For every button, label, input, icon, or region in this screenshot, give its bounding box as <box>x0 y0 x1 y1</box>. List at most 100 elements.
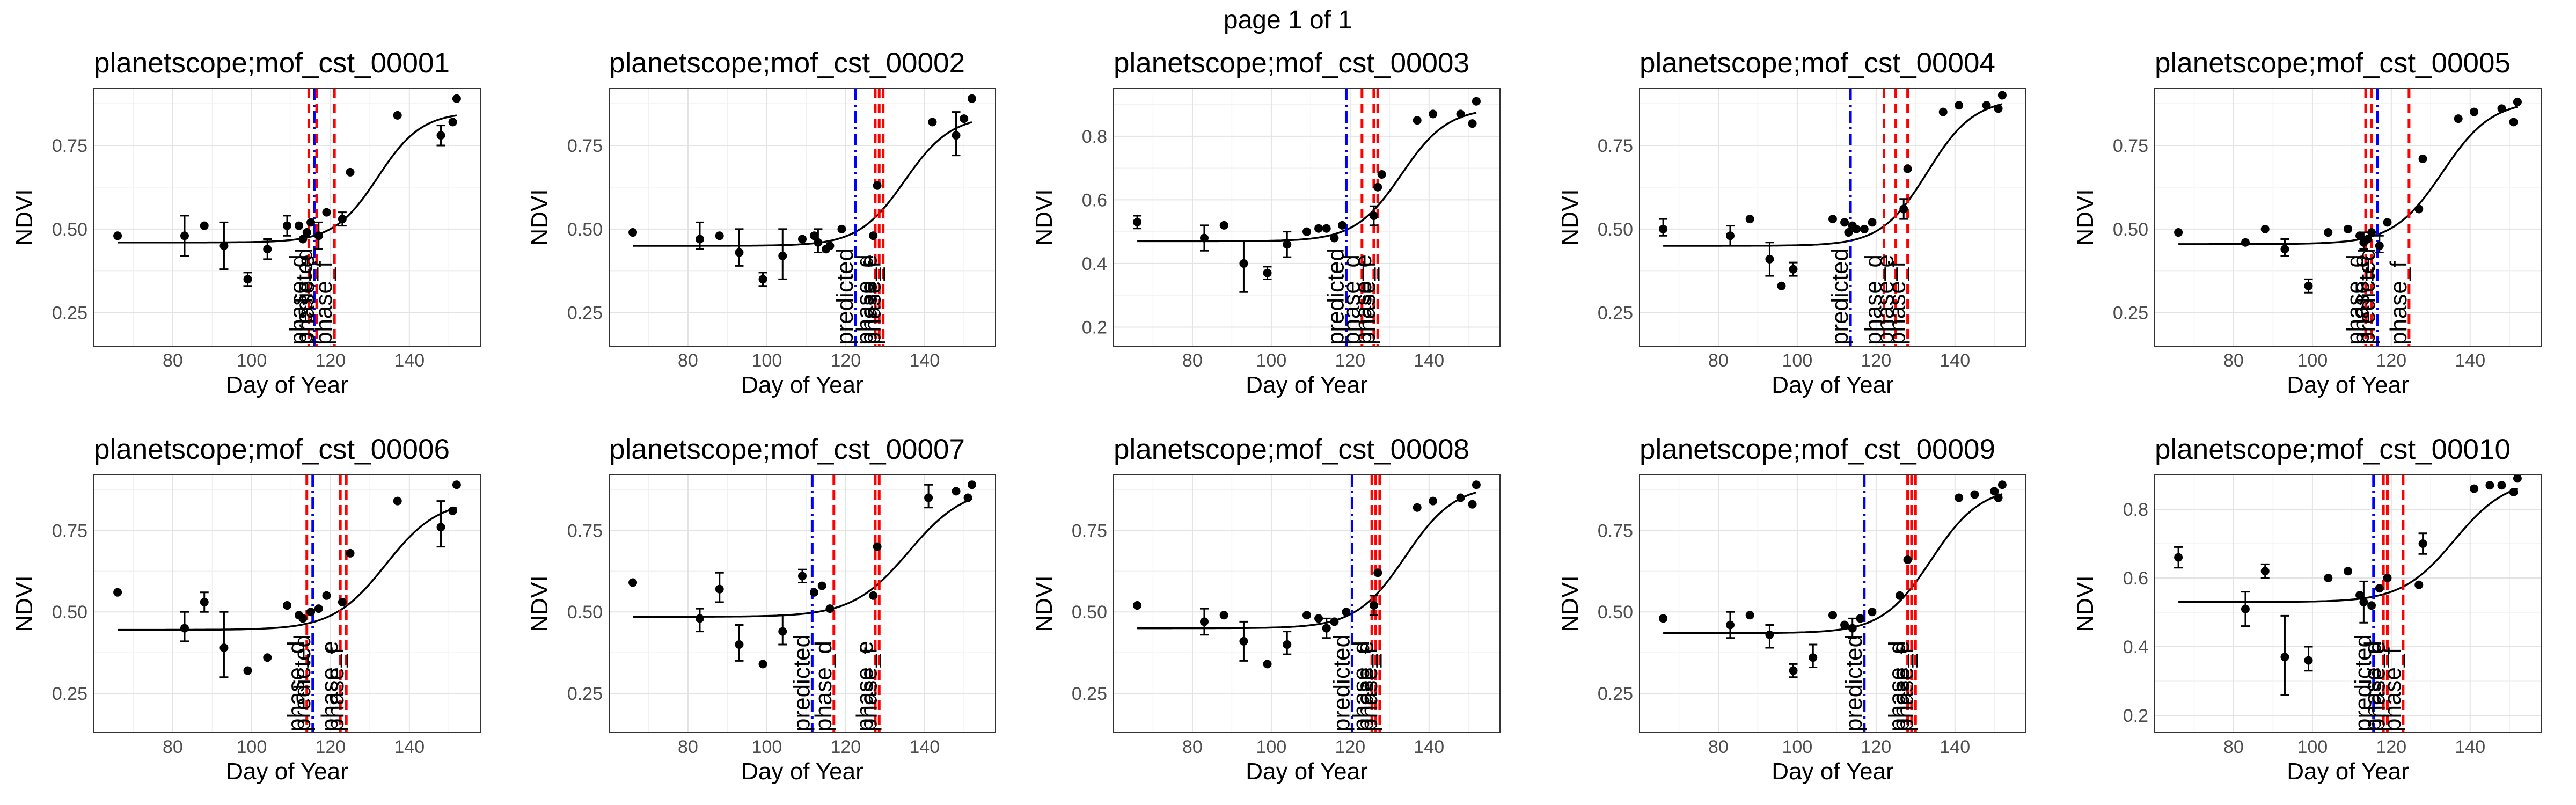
x-tick-label: 140 <box>1940 737 1970 757</box>
x-tick-label: 80 <box>2223 350 2244 371</box>
x-tick-label: 100 <box>1256 350 1287 371</box>
vline-label: predicted <box>2354 248 2380 345</box>
data-point <box>200 597 209 606</box>
data-point <box>1659 224 1668 233</box>
data-point <box>1938 107 1948 116</box>
data-point <box>1994 104 2003 113</box>
data-point <box>873 542 882 551</box>
data-point <box>1765 254 1774 264</box>
y-tick-label: 0.50 <box>52 219 87 240</box>
data-point <box>338 597 347 606</box>
chart-panel-8: 80 100 120 140 0.25 0.50 0.75 Day of Year NDVI pl… <box>1031 434 1501 785</box>
data-point <box>1322 624 1331 633</box>
x-tick-label: 140 <box>1414 737 1444 757</box>
x-axis-label: Day of Year <box>226 372 348 398</box>
data-point <box>2509 488 2518 496</box>
data-point <box>1199 617 1209 626</box>
data-point <box>1997 480 2007 489</box>
data-point <box>393 496 402 506</box>
chart-title: planetscope;mof_cst_00008 <box>1114 434 1469 465</box>
panel-border <box>2154 88 2542 347</box>
chart-panel-6: 80 100 120 140 0.25 0.50 0.75 Day of Year NDVI pl… <box>11 434 481 785</box>
vline-label: phase_f <box>2380 647 2406 731</box>
panel-border <box>1113 474 1501 733</box>
data-point <box>869 231 878 240</box>
vline-label: phase_f <box>2385 261 2412 345</box>
vline-label: phase_e <box>855 254 882 345</box>
vline-label: predicted <box>2350 634 2376 731</box>
data-point <box>2355 231 2365 240</box>
chart-title: planetscope;mof_cst_00001 <box>94 47 450 79</box>
data-point <box>817 581 826 590</box>
x-tick-label: 100 <box>1782 350 1813 371</box>
y-tick-label: 0.50 <box>52 602 87 623</box>
vline-label: phase_d <box>1338 254 1365 345</box>
data-point <box>1868 218 1877 227</box>
data-point <box>810 588 819 597</box>
data-point <box>2383 574 2392 582</box>
x-tick-label: 120 <box>1861 350 1891 371</box>
vline-label: phase_f <box>855 647 882 731</box>
data-point <box>436 523 445 532</box>
data-point <box>322 208 331 217</box>
data-point <box>1369 601 1378 610</box>
data-point <box>1283 640 1292 649</box>
data-point <box>1852 224 1861 233</box>
data-point <box>219 643 229 653</box>
data-point <box>695 235 704 244</box>
data-point <box>1302 227 1311 236</box>
vline-label: phase_f <box>860 261 886 345</box>
y-tick-label: 0.75 <box>567 521 603 541</box>
x-tick-label: 140 <box>2455 350 2485 371</box>
data-point <box>1789 265 1798 274</box>
data-point <box>1283 240 1292 249</box>
x-tick-label: 80 <box>1708 350 1729 371</box>
data-point <box>1899 204 1908 214</box>
data-point <box>1330 617 1339 626</box>
data-point <box>1809 653 1818 662</box>
data-point <box>1314 224 1323 233</box>
x-tick-label: 100 <box>237 350 267 371</box>
data-point <box>2454 114 2463 123</box>
y-tick-label: 0.75 <box>567 136 603 156</box>
fitted-curve <box>2178 106 2518 245</box>
x-tick-label: 140 <box>394 737 425 757</box>
vline-label: phase_e <box>1888 641 1914 731</box>
data-point <box>1725 231 1735 240</box>
x-tick-label: 140 <box>2455 737 2485 757</box>
data-point <box>837 224 846 233</box>
data-point <box>2241 604 2250 613</box>
data-point <box>2363 235 2372 244</box>
data-point <box>263 245 272 254</box>
chart-panel-3: 80 100 120 140 0.2 0.4 0.6 0.8 Day of Year NDVI pl… <box>1031 47 1501 398</box>
x-tick-label: 120 <box>315 350 346 371</box>
data-point <box>180 624 189 633</box>
data-point <box>1844 228 1853 237</box>
data-point <box>2241 238 2250 247</box>
data-point <box>2324 574 2333 582</box>
x-axis-label: Day of Year <box>1772 372 1894 398</box>
fitted-curve <box>633 121 972 247</box>
vline-label: predicted <box>291 248 317 345</box>
data-point <box>1828 215 1837 224</box>
data-point <box>1725 620 1735 630</box>
data-point <box>1659 614 1668 623</box>
data-point <box>1868 608 1877 617</box>
data-point <box>924 493 933 502</box>
data-point <box>200 221 209 230</box>
data-point <box>1377 170 1386 179</box>
data-point <box>1848 624 1857 633</box>
data-point <box>1970 490 1979 499</box>
x-tick-label: 80 <box>678 350 698 371</box>
vline-label: phase_e <box>2363 641 2390 731</box>
vline-label: predicted <box>1841 634 1867 731</box>
y-tick-label: 0.25 <box>567 303 603 324</box>
data-point <box>1314 614 1323 623</box>
data-point <box>1903 555 1912 564</box>
data-point <box>825 241 835 250</box>
data-point <box>1472 97 1481 106</box>
vline-label: predicted <box>1827 248 1853 345</box>
data-point <box>346 548 355 558</box>
y-axis-label: NDVI <box>2072 575 2098 632</box>
